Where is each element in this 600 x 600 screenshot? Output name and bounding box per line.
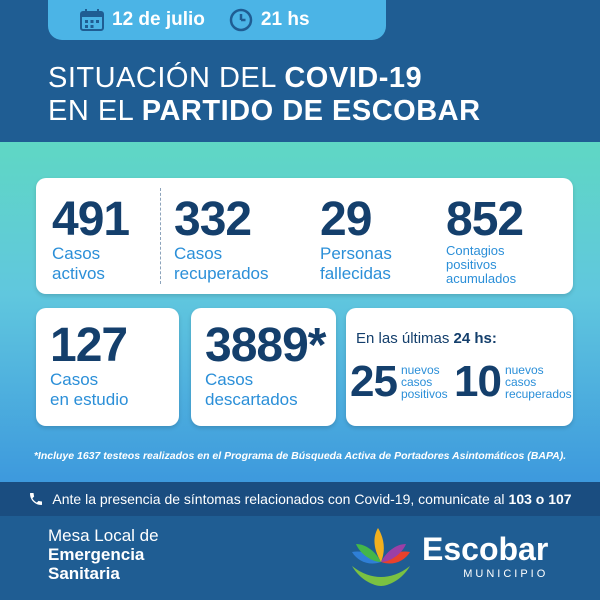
stat-label: activos xyxy=(52,264,105,283)
contact-numbers: 103 o 107 xyxy=(508,491,572,507)
stat-discarded: 3889* Casos descartados xyxy=(205,319,326,410)
new-recovered: 10 nuevos casos recuperados xyxy=(454,360,572,404)
footer-band xyxy=(0,516,600,600)
stat-deceased: 29 Personas fallecidas xyxy=(320,196,392,284)
stat-value: 491 xyxy=(52,193,130,246)
calendar-icon xyxy=(80,9,104,31)
stats-card-study xyxy=(36,308,179,426)
title-line2-plain: EN EL xyxy=(48,95,142,127)
new-recovered-label: nuevos casos recuperados xyxy=(505,364,572,400)
contact-text: Ante la presencia de síntomas relacionad… xyxy=(52,491,505,507)
mini-label: nuevos xyxy=(504,363,544,377)
escobar-logo-icon xyxy=(352,528,410,586)
stat-recovered: 332 Casos recuperados xyxy=(174,196,269,284)
last24-heading: En las últimas 24 hs: xyxy=(356,330,497,347)
title-line1-plain: SITUACIÓN DEL xyxy=(48,62,285,94)
brand-logo: Escobar MUNICIPIO xyxy=(422,532,548,580)
new-positive-label: nuevos casos positivos xyxy=(401,364,448,400)
brand-name: Escobar xyxy=(422,531,549,567)
stat-label: Casos xyxy=(50,370,99,389)
stat-value: 852 xyxy=(446,193,524,246)
time-item: 21 hs xyxy=(229,8,310,32)
clock-icon xyxy=(229,8,253,32)
stat-label: recuperados xyxy=(174,264,269,283)
mesa-local-label: Mesa Local de Emergencia Sanitaria xyxy=(48,526,159,583)
new-positive: 25 nuevos casos positivos xyxy=(350,360,448,404)
brand-subtitle: MUNICIPIO xyxy=(463,568,549,580)
stat-label: descartados xyxy=(205,390,298,409)
page-title: SITUACIÓN DEL COVID-19 EN EL PARTIDO DE … xyxy=(48,62,481,128)
date-item: 12 de julio xyxy=(80,9,205,31)
stat-value: 29 xyxy=(320,193,372,246)
stat-label: Casos xyxy=(52,244,101,263)
new-positive-value: 25 xyxy=(350,357,398,406)
phone-icon xyxy=(30,493,43,505)
title-line1-bold: COVID-19 xyxy=(284,62,423,94)
stats-card-last24 xyxy=(346,308,573,426)
stat-label: Casos xyxy=(205,370,254,389)
mini-label: casos xyxy=(504,375,537,389)
mesa-line1: Mesa Local de xyxy=(48,526,159,545)
divider xyxy=(160,188,161,284)
stat-label: fallecidas xyxy=(320,264,391,283)
last24-intro: En las últimas xyxy=(356,330,454,347)
title-line2-bold: PARTIDO DE ESCOBAR xyxy=(141,95,481,127)
mini-label: recuperados xyxy=(504,387,572,401)
mini-label: positivos xyxy=(400,387,448,401)
last24-intro-bold: 24 hs: xyxy=(453,330,497,347)
mesa-line3: Sanitaria xyxy=(48,564,120,583)
stats-card-discarded xyxy=(191,308,336,426)
stat-label: Casos xyxy=(174,244,223,263)
date-time-pill: 12 de julio 21 hs xyxy=(48,0,386,40)
stats-card-main xyxy=(36,178,573,294)
stat-label: positivos xyxy=(446,257,497,272)
stat-label: Contagios xyxy=(446,243,505,258)
stat-value: 127 xyxy=(50,319,128,372)
stat-active: 491 Casos activos xyxy=(52,193,130,284)
stat-study: 127 Casos en estudio xyxy=(50,322,128,410)
stat-label: en estudio xyxy=(50,390,129,409)
mesa-line2: Emergencia xyxy=(48,545,145,564)
footnote: *Incluye 1637 testeos realizados en el P… xyxy=(33,450,567,462)
time-text: 21 hs xyxy=(260,9,310,30)
stat-label: acumulados xyxy=(446,271,517,286)
stat-value: 3889* xyxy=(205,319,326,372)
stat-accumulated: 852 Contagios positivos acumulados xyxy=(446,193,524,286)
new-recovered-value: 10 xyxy=(454,357,502,406)
stat-label: Personas xyxy=(320,244,392,263)
mini-label: nuevos xyxy=(400,363,440,377)
contact-bar: Ante la presencia de síntomas relacionad… xyxy=(0,482,600,516)
mini-label: casos xyxy=(400,375,433,389)
date-text: 12 de julio xyxy=(112,9,205,30)
stat-value: 332 xyxy=(174,193,252,246)
